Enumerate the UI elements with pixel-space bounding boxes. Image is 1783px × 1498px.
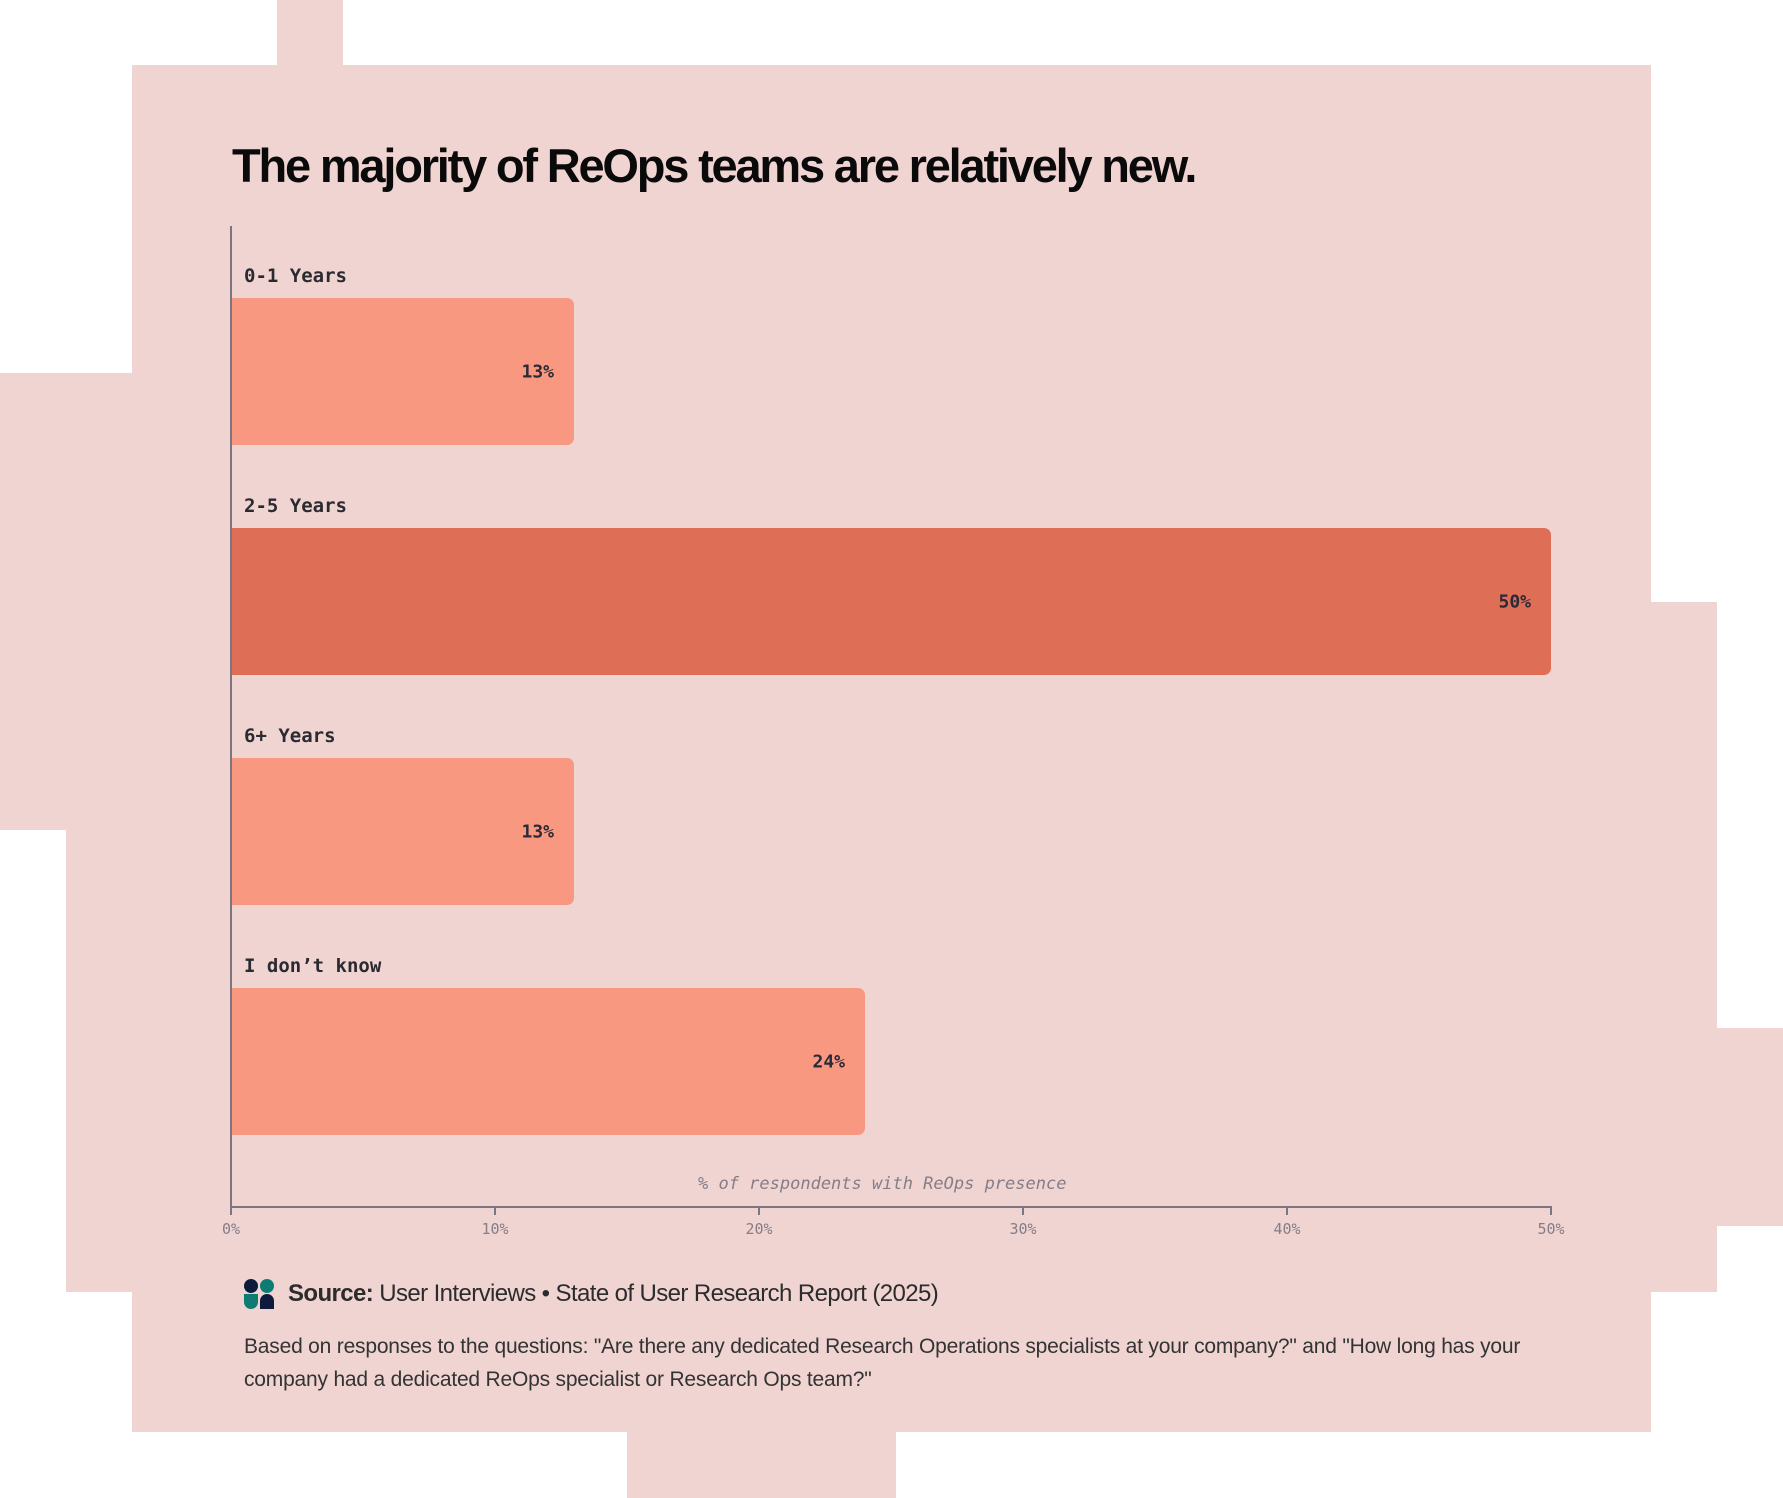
background-patch-left-wide: [0, 373, 133, 830]
x-tick: [758, 1206, 760, 1215]
x-tick: [1550, 1206, 1552, 1215]
x-tick-label: 10%: [481, 1220, 509, 1238]
chart-title: The majority of ReOps teams are relative…: [232, 139, 1197, 192]
x-tick: [1286, 1206, 1288, 1215]
category-label: I don’t know: [244, 955, 382, 977]
x-axis-line: [230, 1206, 1552, 1208]
bar-value: 50%: [1498, 591, 1531, 612]
x-axis-title: % of respondents with ReOps presence: [698, 1174, 1067, 1194]
y-axis-line: [230, 226, 232, 1208]
bar-0-1-years: 13%: [232, 298, 574, 445]
x-tick: [494, 1206, 496, 1215]
x-tick: [1022, 1206, 1024, 1215]
category-label: 2-5 Years: [244, 495, 347, 517]
x-tick: [230, 1206, 232, 1215]
source-text: User Interviews • State of User Research…: [373, 1280, 939, 1307]
bar-6-plus-years: 13%: [232, 758, 574, 905]
bar-value: 13%: [521, 821, 554, 842]
bar-value: 13%: [521, 361, 554, 382]
logo-body-navy: [260, 1294, 274, 1309]
background-patch-top: [277, 0, 343, 66]
methodology-note: Based on responses to the questions: "Ar…: [244, 1335, 1521, 1391]
bar-value: 24%: [812, 1051, 845, 1072]
x-tick-label: 30%: [1009, 1220, 1037, 1238]
background-panel: [132, 65, 1651, 1432]
category-label: 0-1 Years: [244, 265, 347, 287]
background-patch-left-narrow: [66, 829, 133, 1292]
logo-dot-navy: [244, 1279, 258, 1293]
x-tick-label: 40%: [1273, 1220, 1301, 1238]
logo-dot-teal: [260, 1279, 274, 1293]
logo-body-teal: [244, 1294, 258, 1309]
x-tick-label: 50%: [1537, 1220, 1565, 1238]
bar-dont-know: 24%: [232, 988, 865, 1135]
x-tick-label: 0%: [221, 1220, 241, 1238]
source-line: Source: User Interviews • State of User …: [288, 1280, 939, 1308]
bar-2-5-years: 50%: [232, 528, 1551, 675]
category-label: 6+ Years: [244, 725, 336, 747]
background-patch-right-wide: [1650, 1028, 1783, 1226]
source-prefix: Source:: [288, 1280, 374, 1307]
x-tick-label: 20%: [745, 1220, 773, 1238]
user-interviews-logo-icon: [244, 1279, 274, 1309]
background-patch-bottom: [627, 1431, 896, 1498]
